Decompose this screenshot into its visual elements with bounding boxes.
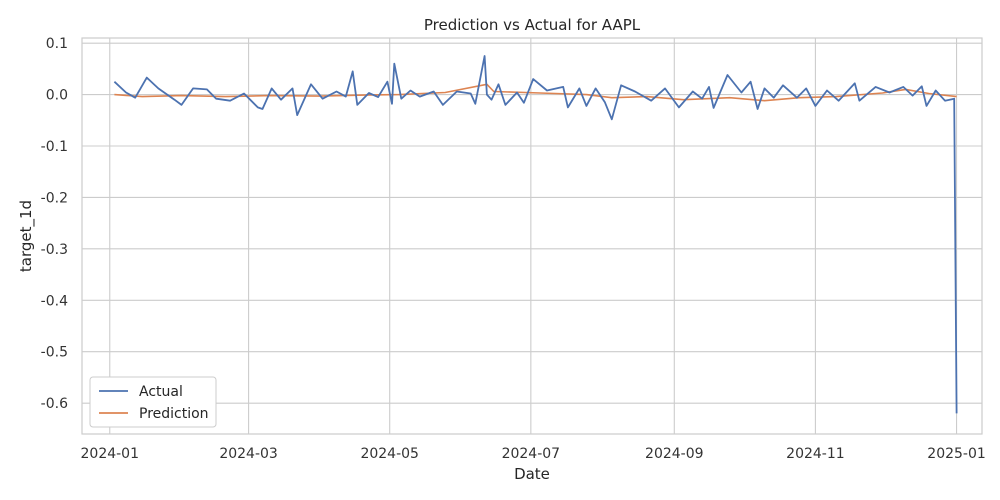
x-tick-label: 2025-01 [927,446,986,462]
x-axis-label: Date [514,465,550,483]
y-tick-label: -0.4 [41,293,68,309]
grid [82,38,982,434]
plot-background [81,37,983,435]
ticks: 0.1 0.0 -0.1 -0.2 -0.3 -0.4 -0.5 -0.6 2024-01 202… [41,36,986,462]
y-tick-label: 0.0 [46,88,68,104]
y-tick-label: -0.5 [41,345,68,361]
x-tick-label: 2024-07 [502,446,561,462]
x-tick-label: 2024-05 [360,446,419,462]
y-axis-label: target_1d [17,200,36,272]
legend-label-actual: Actual [139,384,183,400]
legend: Actual Prediction [89,376,217,428]
y-tick-label: -0.2 [41,190,68,206]
series-line-actual [113,55,958,414]
y-tick-label: -0.3 [41,242,68,258]
chart-title: Prediction vs Actual for AAPL [424,16,641,34]
x-tick-label: 2024-03 [219,446,278,462]
series-layer [113,55,958,414]
y-tick-label: 0.1 [46,36,68,52]
legend-box [89,376,217,428]
legend-label-prediction: Prediction [139,406,209,422]
y-tick-label: -0.1 [41,139,68,155]
x-tick-label: 2024-09 [645,446,704,462]
x-tick-label: 2024-11 [786,446,845,462]
y-tick-label: -0.6 [41,396,68,412]
x-tick-label: 2024-01 [81,446,140,462]
